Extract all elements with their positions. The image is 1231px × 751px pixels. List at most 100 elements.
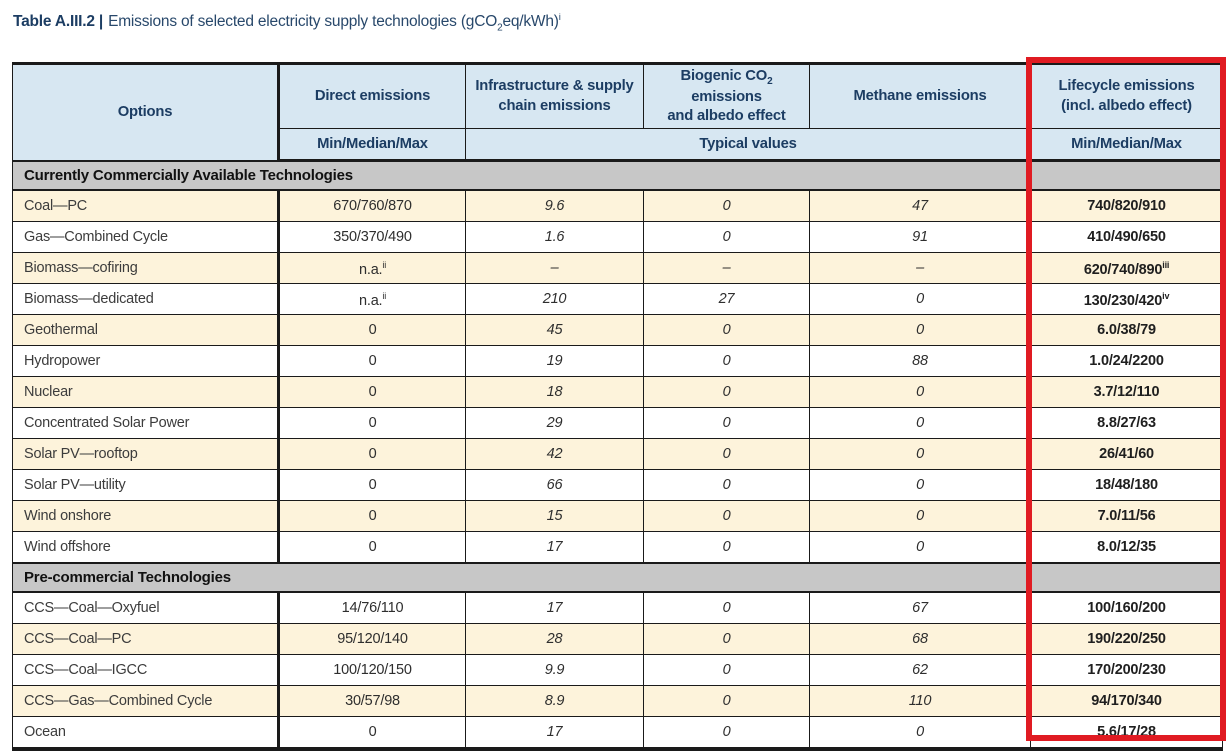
cell-methane: 68 <box>809 623 1031 656</box>
cell-infrastructure: 17 <box>465 591 644 625</box>
table-row: Biomass—cofiring n.a.ii – – –620/740/890iii <box>12 252 1223 285</box>
cell-lifecycle: 7.0/11/56 <box>1030 500 1223 533</box>
cell-lifecycle: 26/41/60 <box>1030 438 1223 471</box>
cell-direct: 0 <box>278 500 466 533</box>
cell-option: Nuclear <box>12 376 280 409</box>
cell-lifecycle: 5.6/17/28 <box>1030 716 1223 750</box>
table-row: Ocean 0 17 0 0 5.6/17/28 <box>12 716 1223 750</box>
cell-methane: 67 <box>809 591 1031 625</box>
cell-lifecycle: 8.0/12/35 <box>1030 531 1223 564</box>
col-header-options: Options <box>12 62 280 162</box>
cell-lifecycle: 170/200/230 <box>1030 654 1223 687</box>
cell-direct: 100/120/150 <box>278 654 466 687</box>
cell-option: CCS—Coal—PC <box>12 623 280 656</box>
cell-lifecycle: 620/740/890iii <box>1030 252 1223 285</box>
footnote-marker: iii <box>1162 259 1170 270</box>
cell-infrastructure: 17 <box>465 531 644 564</box>
cell-methane: 62 <box>809 654 1031 687</box>
cell-option: CCS—Coal—Oxyfuel <box>12 591 280 625</box>
table-row: CCS—Coal—IGCC 100/120/150 9.9 0 62 170/200/23… <box>12 654 1223 687</box>
section-header-row: Pre-commercial Technologies <box>12 562 1223 594</box>
cell-biogenic: – <box>643 252 810 285</box>
cell-lifecycle: 100/160/200 <box>1030 591 1223 625</box>
cell-direct: 0 <box>278 345 466 378</box>
cell-option: Biomass—dedicated <box>12 283 280 316</box>
cell-direct: 0 <box>278 716 466 750</box>
table-body: Currently Commercially Available Technol… <box>12 159 1223 750</box>
cell-option: Geothermal <box>12 314 280 347</box>
footnote-marker: iv <box>1162 290 1170 301</box>
cell-biogenic: 0 <box>643 654 810 687</box>
cell-option: Solar PV—rooftop <box>12 438 280 471</box>
cell-option: Wind offshore <box>12 531 280 564</box>
cell-direct: 30/57/98 <box>278 685 466 718</box>
caption-footnote-marker: i <box>558 12 561 23</box>
cell-lifecycle: 1.0/24/2200 <box>1030 345 1223 378</box>
cell-methane: 0 <box>809 438 1031 471</box>
cell-direct: 670/760/870 <box>278 189 466 223</box>
col-header-biogenic: Biogenic CO2 emissions and albedo effect <box>643 62 810 130</box>
table-row: Wind onshore 0 15 0 0 7.0/11/56 <box>12 500 1223 533</box>
cell-methane: 47 <box>809 189 1031 223</box>
cell-lifecycle: 740/820/910 <box>1030 189 1223 223</box>
cell-infrastructure: 66 <box>465 469 644 502</box>
cell-methane: 88 <box>809 345 1031 378</box>
cell-direct: n.a.ii <box>278 283 466 316</box>
table-row: Coal—PC 670/760/870 9.6 0 47 740/820/910 <box>12 189 1223 223</box>
col-header-infrastructure: Infrastructure & supply chain emissions <box>465 62 644 130</box>
cell-lifecycle: 18/48/180 <box>1030 469 1223 502</box>
cell-biogenic: 0 <box>643 623 810 656</box>
cell-lifecycle: 94/170/340 <box>1030 685 1223 718</box>
table-row: Nuclear 0 18 0 0 3.7/12/110 <box>12 376 1223 409</box>
cell-infrastructure: 8.9 <box>465 685 644 718</box>
caption-text: Emissions of selected electricity supply… <box>108 13 498 31</box>
cell-direct: 0 <box>278 314 466 347</box>
cell-methane: 0 <box>809 469 1031 502</box>
cell-biogenic: 0 <box>643 221 810 254</box>
table-row: Gas—Combined Cycle 350/370/490 1.6 0 91 410/4… <box>12 221 1223 254</box>
caption-subscript: 2 <box>497 22 503 34</box>
cell-option: Wind onshore <box>12 500 280 533</box>
cell-methane: 0 <box>809 283 1031 316</box>
cell-direct: 350/370/490 <box>278 221 466 254</box>
cell-lifecycle: 3.7/12/110 <box>1030 376 1223 409</box>
cell-biogenic: 0 <box>643 500 810 533</box>
cell-biogenic: 0 <box>643 345 810 378</box>
table-row: CCS—Coal—Oxyfuel 14/76/110 17 0 67 100/160/20… <box>12 591 1223 625</box>
cell-lifecycle: 190/220/250 <box>1030 623 1223 656</box>
cell-option: Hydropower <box>12 345 280 378</box>
cell-lifecycle: 6.0/38/79 <box>1030 314 1223 347</box>
cell-direct: 0 <box>278 438 466 471</box>
cell-infrastructure: 15 <box>465 500 644 533</box>
cell-infrastructure: – <box>465 252 644 285</box>
section-header-row: Currently Commercially Available Technol… <box>12 159 1223 192</box>
cell-methane: 110 <box>809 685 1031 718</box>
cell-option: CCS—Coal—IGCC <box>12 654 280 687</box>
cell-option: Concentrated Solar Power <box>12 407 280 440</box>
table-row: Solar PV—utility 0 66 0 0 18/48/180 <box>12 469 1223 502</box>
cell-infrastructure: 9.6 <box>465 189 644 223</box>
cell-option: Coal—PC <box>12 189 280 223</box>
section-title: Currently Commercially Available Technol… <box>12 159 1223 192</box>
table-row: CCS—Coal—PC 95/120/140 28 0 68 190/220/250 <box>12 623 1223 656</box>
cell-biogenic: 0 <box>643 189 810 223</box>
table-row: Concentrated Solar Power 0 29 0 0 8.8/27/63 <box>12 407 1223 440</box>
cell-lifecycle: 8.8/27/63 <box>1030 407 1223 440</box>
cell-infrastructure: 17 <box>465 716 644 750</box>
cell-methane: 0 <box>809 376 1031 409</box>
cell-option: Biomass—cofiring <box>12 252 280 285</box>
cell-biogenic: 0 <box>643 591 810 625</box>
cell-biogenic: 0 <box>643 469 810 502</box>
cell-biogenic: 0 <box>643 314 810 347</box>
cell-option: CCS—Gas—Combined Cycle <box>12 685 280 718</box>
cell-methane: 91 <box>809 221 1031 254</box>
cell-infrastructure: 42 <box>465 438 644 471</box>
cell-infrastructure: 19 <box>465 345 644 378</box>
cell-methane: 0 <box>809 407 1031 440</box>
cell-lifecycle: 130/230/420iv <box>1030 283 1223 316</box>
col-header-lifecycle: Lifecycle emissions (incl. albedo effect) <box>1030 62 1223 130</box>
table-row: Geothermal 0 45 0 0 6.0/38/79 <box>12 314 1223 347</box>
cell-infrastructure: 1.6 <box>465 221 644 254</box>
cell-option: Solar PV—utility <box>12 469 280 502</box>
cell-biogenic: 0 <box>643 376 810 409</box>
